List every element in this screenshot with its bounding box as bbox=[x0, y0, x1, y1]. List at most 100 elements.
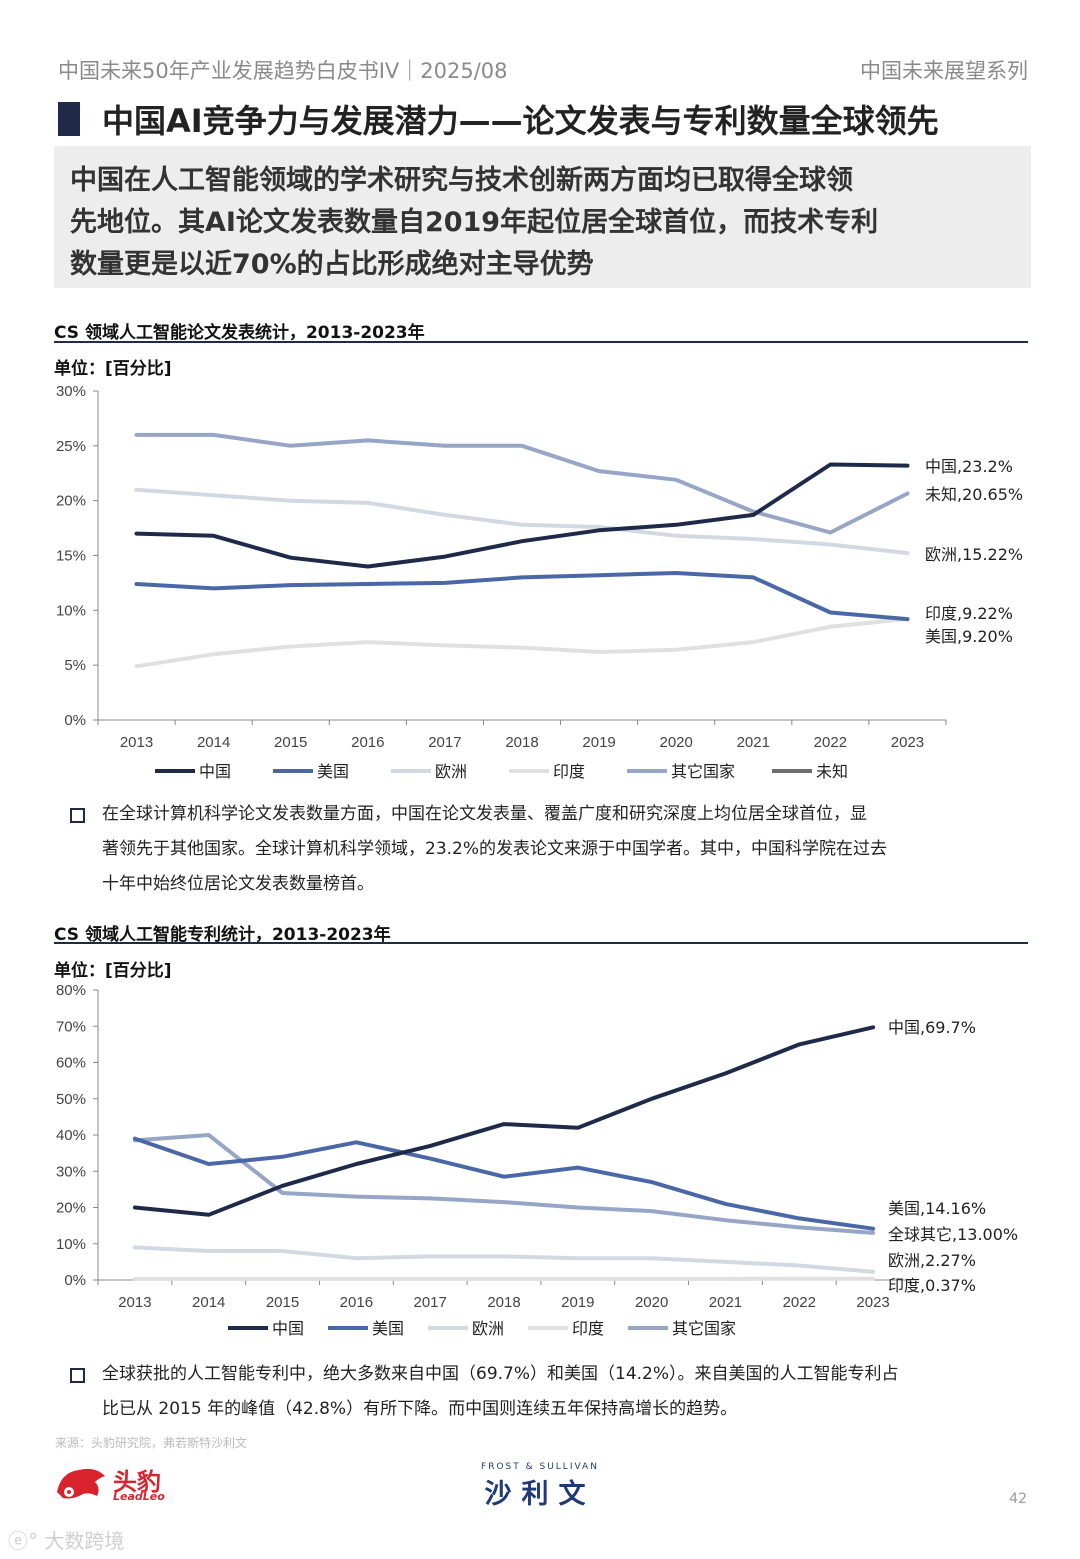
report-title-header: 中国未来50年产业发展趋势白皮书IV｜2025/08 bbox=[58, 59, 508, 83]
x-tick-label: 2014 bbox=[197, 734, 230, 751]
y-tick-label: 10% bbox=[56, 1236, 86, 1253]
y-tick-label: 50% bbox=[56, 1091, 86, 1108]
x-tick-label: 2018 bbox=[487, 1294, 520, 1311]
x-tick-label: 2015 bbox=[274, 734, 307, 751]
leadleo-name: 头豹 bbox=[113, 1468, 161, 1496]
x-tick-label: 2023 bbox=[891, 734, 924, 751]
chart2-unit: 单位：[百分比] bbox=[54, 961, 172, 981]
x-tick-label: 2018 bbox=[505, 734, 538, 751]
y-tick-label: 30% bbox=[56, 383, 86, 400]
y-tick-label: 70% bbox=[56, 1018, 86, 1035]
x-tick-label: 2015 bbox=[266, 1294, 299, 1311]
legend-label: 其它国家 bbox=[672, 1319, 736, 1338]
x-tick-label: 2017 bbox=[428, 734, 461, 751]
title-accent-bar bbox=[58, 102, 80, 136]
y-tick-label: 30% bbox=[56, 1163, 86, 1180]
legend-label: 美国 bbox=[372, 1319, 404, 1338]
watermark: ⓔ° 大数跨境 bbox=[8, 1525, 124, 1554]
frost-logo-top: FROST & SULLIVAN bbox=[481, 1462, 599, 1472]
source-note: 来源：头豹研究院，弗若斯特沙利文 bbox=[55, 1436, 248, 1450]
y-tick-label: 80% bbox=[56, 982, 86, 999]
bullet-box-icon bbox=[70, 808, 85, 823]
series-line-中国 bbox=[132, 1025, 876, 1217]
chart2-heading: CS 领域人工智能专利统计，2013-2023年 bbox=[54, 925, 391, 945]
x-tick-label: 2022 bbox=[814, 734, 847, 751]
x-tick-label: 2013 bbox=[118, 1294, 151, 1311]
series-line-其它国家 bbox=[134, 432, 910, 535]
y-tick-label: 20% bbox=[56, 493, 86, 510]
x-tick-label: 2020 bbox=[659, 734, 692, 751]
legend-label: 未知 bbox=[816, 762, 848, 781]
page-title: 中国AI竞争力与发展潜力——论文发表与专利数量全球领先 bbox=[102, 102, 939, 140]
frost-sullivan-logo: FROST & SULLIVAN 沙利文 bbox=[465, 1462, 615, 1511]
paper-chart: 0% 5% 10% 15% 20% 25% 30% 2013 2014 2015 2016 2017 2… bbox=[56, 383, 1023, 781]
chart2-divider bbox=[54, 942, 1028, 944]
series-end-label: 美国,9.20% bbox=[925, 627, 1013, 646]
y-tick-label: 5% bbox=[64, 657, 86, 674]
patent-chart: 0% 10% 20% 30% 40% 50% 60% 70% 80% 2013 2014 2015 20… bbox=[56, 982, 1018, 1338]
x-tick-label: 2021 bbox=[709, 1294, 742, 1311]
watermark-text: 大数跨境 bbox=[44, 1529, 125, 1553]
series-end-label: 印度,0.37% bbox=[888, 1276, 976, 1295]
series-line-印度 bbox=[134, 616, 910, 669]
bullet-line: 比已从 2015 年的峰值（42.8%）有所下降。而中国则连续五年保持高增长的趋… bbox=[102, 1399, 738, 1419]
frost-logo-main: 沙利文 bbox=[484, 1479, 596, 1510]
legend-label: 欧洲 bbox=[435, 762, 467, 781]
x-tick-label: 2016 bbox=[351, 734, 384, 751]
bullet-line: 全球获批的人工智能专利中，绝大多数来自中国（69.7%）和美国（14.2%）。来… bbox=[102, 1364, 899, 1384]
y-tick-label: 20% bbox=[56, 1200, 86, 1217]
bullet-line: 著领先于其他国家。全球计算机科学领域，23.2%的发表论文来源于中国学者。其中，… bbox=[102, 839, 888, 859]
series-line-美国 bbox=[134, 571, 910, 622]
y-tick-label: 25% bbox=[56, 438, 86, 455]
series-end-label: 未知,20.65% bbox=[925, 485, 1023, 504]
summary-line: 先地位。其AI论文发表数量自2019年起位居全球首位，而技术专利 bbox=[70, 207, 879, 238]
series-line-欧洲 bbox=[132, 1245, 876, 1274]
summary-line: 中国在人工智能领域的学术研究与技术创新两方面均已取得全球领 bbox=[70, 165, 853, 196]
x-tick-label: 2019 bbox=[561, 1294, 594, 1311]
x-tick-label: 2013 bbox=[120, 734, 153, 751]
series-line-其它国家 bbox=[132, 1133, 876, 1235]
legend-label: 美国 bbox=[317, 762, 349, 781]
x-tick-label: 2017 bbox=[413, 1294, 446, 1311]
x-tick-label: 2014 bbox=[192, 1294, 225, 1311]
y-tick-label: 60% bbox=[56, 1055, 86, 1072]
legend-label: 中国 bbox=[272, 1319, 304, 1338]
y-tick-label: 0% bbox=[64, 1272, 86, 1289]
series-line-中国 bbox=[134, 462, 910, 569]
series-end-label: 全球其它,13.00% bbox=[888, 1225, 1018, 1244]
series-end-label: 中国,23.2% bbox=[925, 457, 1013, 476]
leopard-icon bbox=[57, 1468, 105, 1499]
series-name-header: 中国未来展望系列 bbox=[860, 59, 1028, 83]
bullet-box-icon bbox=[70, 1368, 85, 1383]
watermark-icon: ⓔ° bbox=[8, 1529, 38, 1553]
series-end-label: 印度,9.22% bbox=[925, 604, 1013, 623]
y-tick-label: 40% bbox=[56, 1127, 86, 1144]
series-end-label: 欧洲,15.22% bbox=[925, 545, 1023, 564]
legend-label: 印度 bbox=[572, 1319, 604, 1338]
y-tick-label: 0% bbox=[64, 712, 86, 729]
x-tick-label: 2019 bbox=[582, 734, 615, 751]
legend-label: 中国 bbox=[199, 762, 231, 781]
y-tick-label: 10% bbox=[56, 602, 86, 619]
page-number: 42 bbox=[1009, 1491, 1027, 1507]
summary-box: 中国在人工智能领域的学术研究与技术创新两方面均已取得全球领 先地位。其AI论文发… bbox=[54, 146, 1031, 288]
summary-line: 数量更是以近70%的占比形成绝对主导优势 bbox=[70, 249, 594, 280]
series-line-欧洲 bbox=[134, 487, 910, 556]
series-end-label: 中国,69.7% bbox=[888, 1018, 976, 1037]
chart1-divider bbox=[54, 341, 1028, 343]
series-end-label: 欧洲,2.27% bbox=[888, 1251, 976, 1270]
series-line-美国 bbox=[132, 1136, 876, 1231]
legend-label: 欧洲 bbox=[472, 1319, 504, 1338]
chart1-heading: CS 领域人工智能论文发表统计，2013-2023年 bbox=[54, 323, 425, 343]
legend-label: 其它国家 bbox=[671, 762, 735, 781]
leadleo-logo: 头豹 LeadLeo bbox=[55, 1462, 195, 1504]
x-tick-label: 2016 bbox=[340, 1294, 373, 1311]
chart1-bullet: 在全球计算机科学论文发表数量方面，中国在论文发表量、覆盖广度和研究深度上均位居全… bbox=[70, 797, 1020, 902]
x-tick-label: 2023 bbox=[856, 1294, 889, 1311]
series-end-label: 美国,14.16% bbox=[888, 1199, 986, 1218]
y-tick-label: 15% bbox=[56, 548, 86, 565]
bullet-line: 在全球计算机科学论文发表数量方面，中国在论文发表量、覆盖广度和研究深度上均位居全… bbox=[102, 804, 867, 824]
bullet-line: 十年中始终位居论文发表数量榜首。 bbox=[102, 874, 374, 894]
x-tick-label: 2020 bbox=[635, 1294, 668, 1311]
x-tick-label: 2022 bbox=[783, 1294, 816, 1311]
